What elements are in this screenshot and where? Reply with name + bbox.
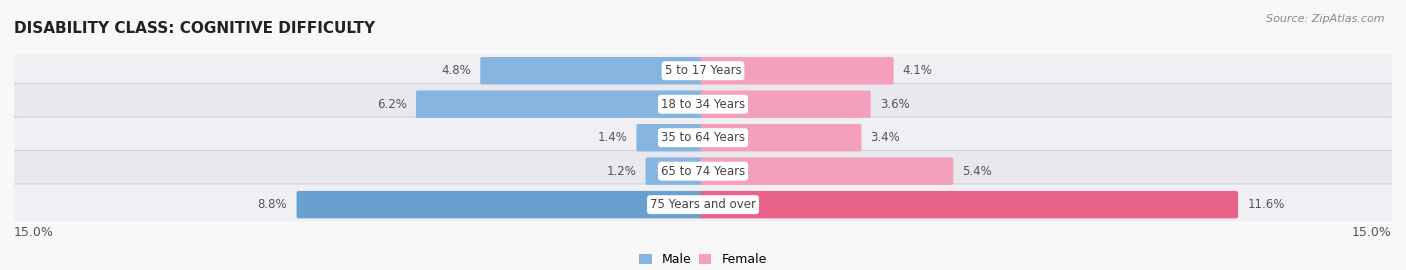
FancyBboxPatch shape (10, 83, 1396, 125)
Text: 11.6%: 11.6% (1247, 198, 1285, 211)
Text: 3.6%: 3.6% (880, 98, 910, 111)
Text: 1.2%: 1.2% (606, 165, 637, 178)
FancyBboxPatch shape (700, 90, 870, 118)
FancyBboxPatch shape (10, 50, 1396, 92)
FancyBboxPatch shape (700, 57, 894, 85)
Text: DISABILITY CLASS: COGNITIVE DIFFICULTY: DISABILITY CLASS: COGNITIVE DIFFICULTY (14, 21, 375, 36)
Text: 1.4%: 1.4% (598, 131, 627, 144)
Text: 5.4%: 5.4% (963, 165, 993, 178)
FancyBboxPatch shape (10, 117, 1396, 158)
FancyBboxPatch shape (10, 184, 1396, 225)
FancyBboxPatch shape (700, 191, 1239, 218)
FancyBboxPatch shape (416, 90, 706, 118)
Legend: Male, Female: Male, Female (637, 251, 769, 269)
Text: 65 to 74 Years: 65 to 74 Years (661, 165, 745, 178)
Text: 4.1%: 4.1% (903, 64, 932, 77)
Text: 75 Years and over: 75 Years and over (650, 198, 756, 211)
Text: 3.4%: 3.4% (870, 131, 900, 144)
FancyBboxPatch shape (700, 124, 862, 151)
FancyBboxPatch shape (700, 157, 953, 185)
FancyBboxPatch shape (645, 157, 706, 185)
Text: 15.0%: 15.0% (1353, 227, 1392, 239)
Text: 8.8%: 8.8% (257, 198, 287, 211)
Text: Source: ZipAtlas.com: Source: ZipAtlas.com (1267, 14, 1385, 23)
FancyBboxPatch shape (481, 57, 706, 85)
Text: 6.2%: 6.2% (377, 98, 406, 111)
FancyBboxPatch shape (637, 124, 706, 151)
Text: 18 to 34 Years: 18 to 34 Years (661, 98, 745, 111)
Text: 4.8%: 4.8% (441, 64, 471, 77)
FancyBboxPatch shape (10, 150, 1396, 192)
Text: 35 to 64 Years: 35 to 64 Years (661, 131, 745, 144)
FancyBboxPatch shape (297, 191, 706, 218)
Text: 5 to 17 Years: 5 to 17 Years (665, 64, 741, 77)
Text: 15.0%: 15.0% (14, 227, 53, 239)
